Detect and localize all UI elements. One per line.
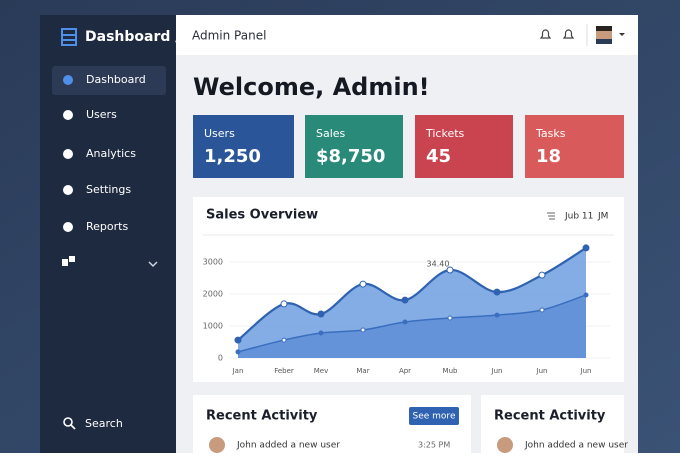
data-point: [494, 312, 500, 318]
menu-more[interactable]: [62, 256, 158, 268]
data-point: [360, 327, 366, 333]
activity-avatar: [497, 437, 513, 453]
stat-value: 18: [536, 146, 561, 167]
menu-icon: [63, 185, 73, 195]
welcome-heading: Welcome, Admin!: [193, 73, 430, 101]
button-label[interactable]: See more: [413, 412, 456, 422]
chart-control[interactable]: JM: [597, 212, 608, 222]
activity-title: Recent Activity: [494, 409, 606, 424]
stat-card[interactable]: [415, 115, 513, 178]
top-bar: [176, 15, 638, 55]
menu-item[interactable]: Analytics: [86, 147, 136, 160]
data-point: [402, 319, 408, 325]
active-menu-bg: [52, 66, 166, 95]
data-point: [359, 280, 367, 288]
y-tick-label: 2000: [203, 290, 223, 299]
data-point: [318, 330, 324, 336]
stat-value: $8,750: [316, 146, 385, 167]
menu-icon: [63, 222, 73, 232]
menu-icon: [63, 149, 73, 159]
stat-label: Users: [204, 127, 235, 140]
stat-value: 45: [426, 146, 451, 167]
x-tick-label: Mev: [314, 367, 329, 375]
stat-card[interactable]: [193, 115, 294, 178]
x-tick-label: Mub: [443, 367, 458, 375]
menu-item[interactable]: Reports: [86, 220, 128, 233]
stat-label: Sales: [316, 127, 346, 140]
menu-icon: [63, 75, 73, 85]
x-tick-label: Jun: [491, 367, 503, 375]
y-tick-label: 1000: [203, 322, 223, 331]
activity-time: 3:25 PM: [418, 441, 450, 450]
data-point: [583, 292, 589, 298]
data-point: [317, 310, 325, 318]
stat-value: 1,250: [204, 146, 261, 167]
y-tick-label: 3000: [203, 258, 223, 267]
menu-icon: [63, 110, 73, 120]
search-icon-handle: [70, 424, 76, 430]
button[interactable]: [409, 407, 459, 425]
x-tick-label: Jun: [580, 367, 592, 375]
chart-menu-icon[interactable]: [547, 212, 555, 220]
menu-item[interactable]: Settings: [86, 183, 131, 196]
brand: Dashboard /: [85, 29, 181, 45]
x-tick-label: Feber: [274, 367, 294, 375]
data-point: [280, 300, 288, 308]
brand-logo: [61, 28, 77, 46]
data-point: [582, 244, 590, 252]
stat-label: Tickets: [425, 127, 465, 140]
search-icon: [63, 417, 73, 427]
avatar[interactable]: [596, 26, 625, 44]
header-title: Admin Panel: [192, 29, 266, 43]
x-tick-label: Jan: [232, 367, 244, 375]
area-fill: [238, 294, 586, 358]
stat-card[interactable]: [525, 115, 624, 178]
annotation: 34.40: [427, 260, 450, 269]
data-point: [447, 315, 453, 321]
data-point: [538, 271, 546, 279]
search[interactable]: Search: [85, 417, 123, 430]
chart-control[interactable]: Jub 11: [564, 212, 593, 222]
stat-card[interactable]: [305, 115, 403, 178]
data-point: [281, 337, 287, 343]
menu-item[interactable]: Users: [86, 108, 117, 121]
activity-text: John added a new user: [524, 441, 628, 451]
data-point: [401, 296, 409, 304]
x-tick-label: Jun: [536, 367, 548, 375]
data-point: [539, 307, 545, 313]
activity-title: Recent Activity: [206, 409, 318, 424]
stat-label: Tasks: [535, 127, 566, 140]
data-point: [446, 266, 454, 274]
y-tick-label: 0: [218, 354, 223, 363]
notification-icons[interactable]: [539, 29, 575, 39]
data-point: [234, 336, 242, 344]
menu-item[interactable]: Dashboard: [86, 73, 146, 86]
data-point: [235, 349, 241, 355]
activity-text: John added a new user: [236, 441, 340, 451]
x-tick-label: Apr: [399, 367, 411, 375]
chart-title: Sales Overview: [206, 208, 318, 223]
x-tick-label: Mar: [356, 367, 369, 375]
activity-avatar: [209, 437, 225, 453]
data-point: [493, 288, 501, 296]
